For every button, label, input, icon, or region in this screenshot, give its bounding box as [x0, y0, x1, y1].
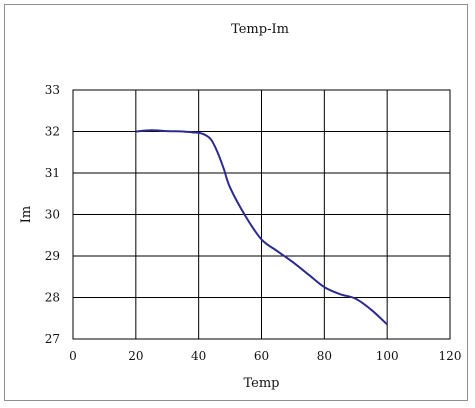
- x-tick-label: 100: [376, 349, 399, 363]
- y-tick-label: 33: [45, 83, 60, 97]
- grid-lines: [73, 90, 450, 339]
- x-tick-label: 0: [69, 349, 77, 363]
- x-tick-label: 40: [191, 349, 206, 363]
- series-line: [135, 129, 388, 326]
- chart-title: Temp-Im: [231, 22, 289, 37]
- x-tick-label: 60: [254, 349, 269, 363]
- tick-labels: 0 20 40 60 80 100 120 27 28 29 30 31 32 33: [45, 83, 462, 363]
- y-tick-label: 30: [45, 208, 60, 222]
- x-axis-title: Temp: [243, 376, 279, 391]
- x-tick-label: 80: [317, 349, 332, 363]
- x-tick-label: 20: [128, 349, 143, 363]
- y-tick-label: 29: [45, 249, 60, 263]
- y-axis-title: Im: [19, 206, 34, 223]
- series-layer: [135, 129, 388, 326]
- x-tick-label: 120: [439, 349, 462, 363]
- y-tick-label: 32: [45, 125, 60, 139]
- y-tick-label: 31: [45, 166, 60, 180]
- y-tick-label: 28: [45, 291, 60, 305]
- y-tick-label: 27: [45, 332, 60, 346]
